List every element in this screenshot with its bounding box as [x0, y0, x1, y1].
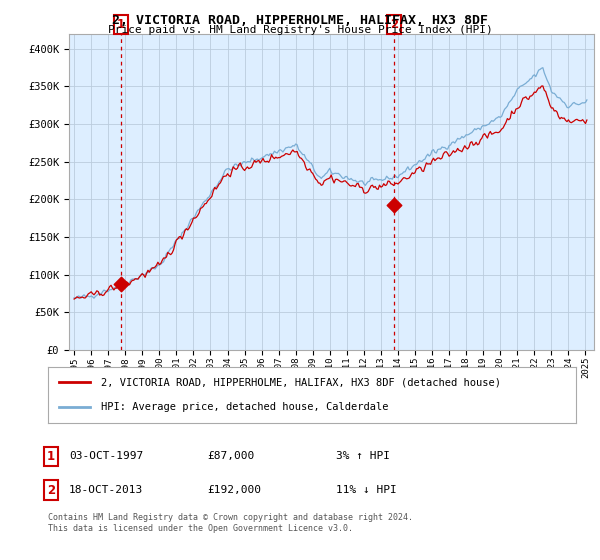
Point	[116, 280, 126, 289]
Text: Contains HM Land Registry data © Crown copyright and database right 2024.: Contains HM Land Registry data © Crown c…	[48, 513, 413, 522]
Point	[389, 201, 399, 210]
Text: £87,000: £87,000	[207, 451, 254, 461]
Text: 2: 2	[47, 483, 55, 497]
Text: 3% ↑ HPI: 3% ↑ HPI	[336, 451, 390, 461]
Text: This data is licensed under the Open Government Licence v3.0.: This data is licensed under the Open Gov…	[48, 524, 353, 533]
Text: 03-OCT-1997: 03-OCT-1997	[69, 451, 143, 461]
Text: 1: 1	[117, 18, 125, 31]
Text: Price paid vs. HM Land Registry's House Price Index (HPI): Price paid vs. HM Land Registry's House …	[107, 25, 493, 35]
Text: 11% ↓ HPI: 11% ↓ HPI	[336, 485, 397, 495]
Text: HPI: Average price, detached house, Calderdale: HPI: Average price, detached house, Cald…	[101, 402, 388, 412]
Text: 2: 2	[391, 18, 398, 31]
Text: 2, VICTORIA ROAD, HIPPERHOLME, HALIFAX, HX3 8DF: 2, VICTORIA ROAD, HIPPERHOLME, HALIFAX, …	[112, 14, 488, 27]
Text: 18-OCT-2013: 18-OCT-2013	[69, 485, 143, 495]
Text: 1: 1	[47, 450, 55, 463]
Text: 2, VICTORIA ROAD, HIPPERHOLME, HALIFAX, HX3 8DF (detached house): 2, VICTORIA ROAD, HIPPERHOLME, HALIFAX, …	[101, 377, 501, 388]
Text: £192,000: £192,000	[207, 485, 261, 495]
